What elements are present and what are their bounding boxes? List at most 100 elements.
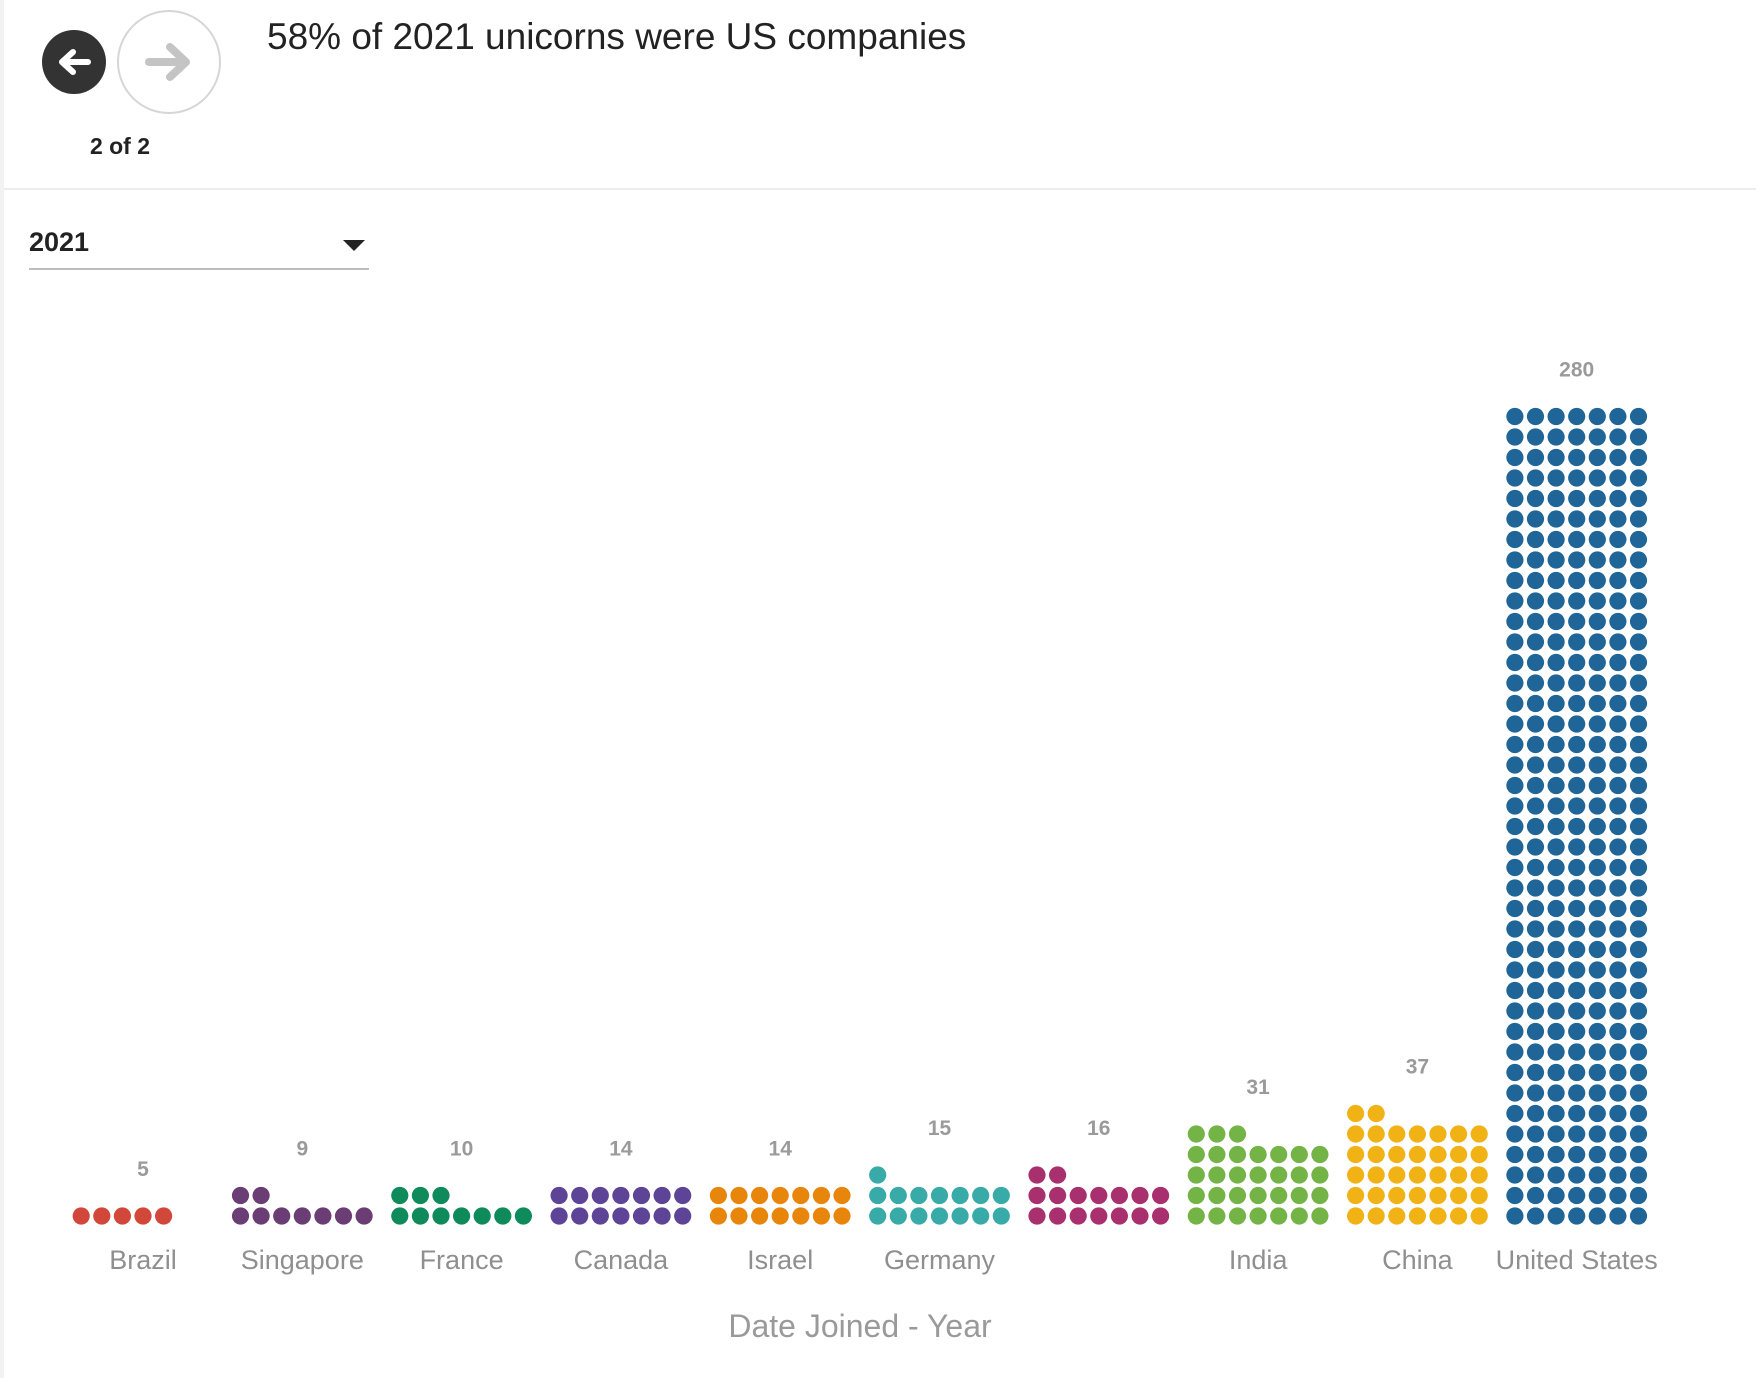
dot-mark: [1568, 551, 1586, 569]
dot-mark: [1270, 1207, 1288, 1225]
previous-button[interactable]: [42, 30, 106, 94]
dot-mark: [1547, 1104, 1565, 1123]
dot-mark: [1526, 407, 1545, 426]
dot-mark: [1526, 961, 1545, 979]
category-label: Germany: [884, 1245, 996, 1275]
dot-mark: [1609, 551, 1627, 569]
dot-mark: [411, 1186, 429, 1205]
dot-mark: [812, 1207, 831, 1225]
dot-mark: [1547, 448, 1565, 467]
dot-mark: [1547, 1186, 1565, 1205]
dot-mark: [591, 1186, 609, 1205]
dot-mark: [1568, 571, 1586, 590]
dot-mark: [1506, 817, 1524, 836]
dot-mark: [1588, 1186, 1606, 1205]
dot-mark: [1629, 1166, 1648, 1184]
dot-mark: [1547, 940, 1565, 959]
dot-mark: [1526, 1104, 1545, 1123]
dot-mark: [1629, 551, 1648, 569]
dot-mark: [1152, 1207, 1170, 1225]
dot-mark: [1069, 1207, 1087, 1225]
dot-mark: [1450, 1186, 1468, 1205]
dot-mark: [1588, 1063, 1606, 1082]
dot-mark: [1547, 612, 1565, 631]
dot-mark: [1568, 448, 1586, 467]
dot-mark: [1547, 797, 1565, 815]
dot-mark: [1629, 1125, 1648, 1143]
dot-mark: [1526, 1002, 1545, 1020]
dot-mark: [1547, 1063, 1565, 1082]
dot-mark: [1629, 1063, 1648, 1082]
dot-mark: [1588, 1084, 1606, 1102]
year-dropdown[interactable]: 2021: [29, 224, 369, 270]
dot-mark: [1609, 1043, 1627, 1061]
dot-mark: [1588, 1043, 1606, 1061]
dot-mark: [1629, 653, 1648, 672]
dot-mark: [1228, 1207, 1247, 1225]
dot-mark: [1506, 592, 1524, 610]
dot-mark: [1506, 879, 1524, 897]
dot-mark: [1311, 1186, 1329, 1205]
dot-mark: [1609, 612, 1627, 631]
dot-mark: [1049, 1207, 1067, 1225]
dot-mark: [653, 1186, 671, 1205]
dot-mark: [1506, 1186, 1524, 1205]
dot-mark: [1547, 1002, 1565, 1020]
dot-mark: [453, 1207, 471, 1225]
dot-mark: [1629, 899, 1648, 918]
dot-mark: [751, 1207, 769, 1225]
dot-mark: [134, 1207, 152, 1225]
dot-mark: [334, 1207, 353, 1225]
dot-mark: [910, 1207, 928, 1225]
dot-mark: [1629, 940, 1648, 959]
dot-mark: [1609, 1166, 1627, 1184]
dot-mark: [1470, 1125, 1488, 1143]
dot-mark: [1609, 817, 1627, 836]
dot-mark: [1347, 1207, 1365, 1225]
chevron-down-icon: [343, 240, 365, 251]
dot-mark: [1629, 592, 1648, 610]
dot-mark: [1547, 776, 1565, 795]
dot-mark: [1568, 920, 1586, 938]
page-counter: 2 of 2: [89, 133, 151, 159]
dot-mark: [992, 1186, 1010, 1205]
dot-mark: [1429, 1145, 1447, 1164]
dot-mark: [1629, 510, 1648, 528]
dot-mark: [1526, 489, 1545, 508]
dot-mark: [1568, 469, 1586, 487]
dot-mark: [1609, 407, 1627, 426]
dot-mark: [1547, 1022, 1565, 1041]
dot-mark: [1568, 407, 1586, 426]
next-button[interactable]: [117, 10, 221, 114]
dot-mark: [1588, 448, 1606, 467]
dot-mark: [1629, 1084, 1648, 1102]
dot-mark: [1568, 1022, 1586, 1041]
dot-mark: [550, 1207, 568, 1225]
dot-mark: [1609, 797, 1627, 815]
dot-mark: [1367, 1145, 1385, 1164]
dot-mark: [792, 1186, 810, 1205]
dot-mark: [1152, 1186, 1170, 1205]
dot-mark: [1629, 407, 1648, 426]
dot-mark: [1609, 469, 1627, 487]
dot-mark: [1506, 551, 1524, 569]
chart-title: 58% of 2021 unicorns were US companies: [267, 16, 967, 57]
dot-mark: [1568, 776, 1586, 795]
dot-mark: [1547, 715, 1565, 733]
dot-mark: [1526, 776, 1545, 795]
dot-mark: [1588, 469, 1606, 487]
dot-mark: [1506, 1022, 1524, 1041]
dot-mark: [1629, 674, 1648, 692]
dot-mark: [1506, 715, 1524, 733]
dot-mark: [1470, 1207, 1488, 1225]
dot-mark: [869, 1207, 887, 1225]
dot-mark: [1588, 899, 1606, 918]
dot-mark: [252, 1207, 270, 1225]
dot-mark: [1526, 674, 1545, 692]
dot-mark: [1588, 961, 1606, 979]
dot-mark: [1506, 612, 1524, 631]
dot-mark: [1547, 1145, 1565, 1164]
dot-mark: [1629, 571, 1648, 590]
dot-mark: [1547, 530, 1565, 549]
dot-mark: [1568, 694, 1586, 713]
